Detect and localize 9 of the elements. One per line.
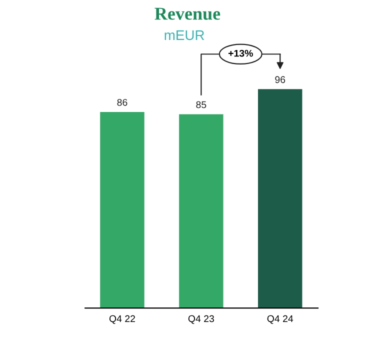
x-tick-label: Q4 23 xyxy=(188,315,214,324)
x-tick-label: Q4 24 xyxy=(267,315,294,324)
data-label: 85 xyxy=(196,101,206,108)
chart-title: Revenue xyxy=(154,8,220,20)
chart-subtitle: mEUR xyxy=(164,30,204,40)
text: +13% xyxy=(228,50,253,57)
data-label: 96 xyxy=(275,76,286,84)
x-tick-label: Q4 22 xyxy=(109,315,135,324)
data-label: 86 xyxy=(117,98,128,106)
